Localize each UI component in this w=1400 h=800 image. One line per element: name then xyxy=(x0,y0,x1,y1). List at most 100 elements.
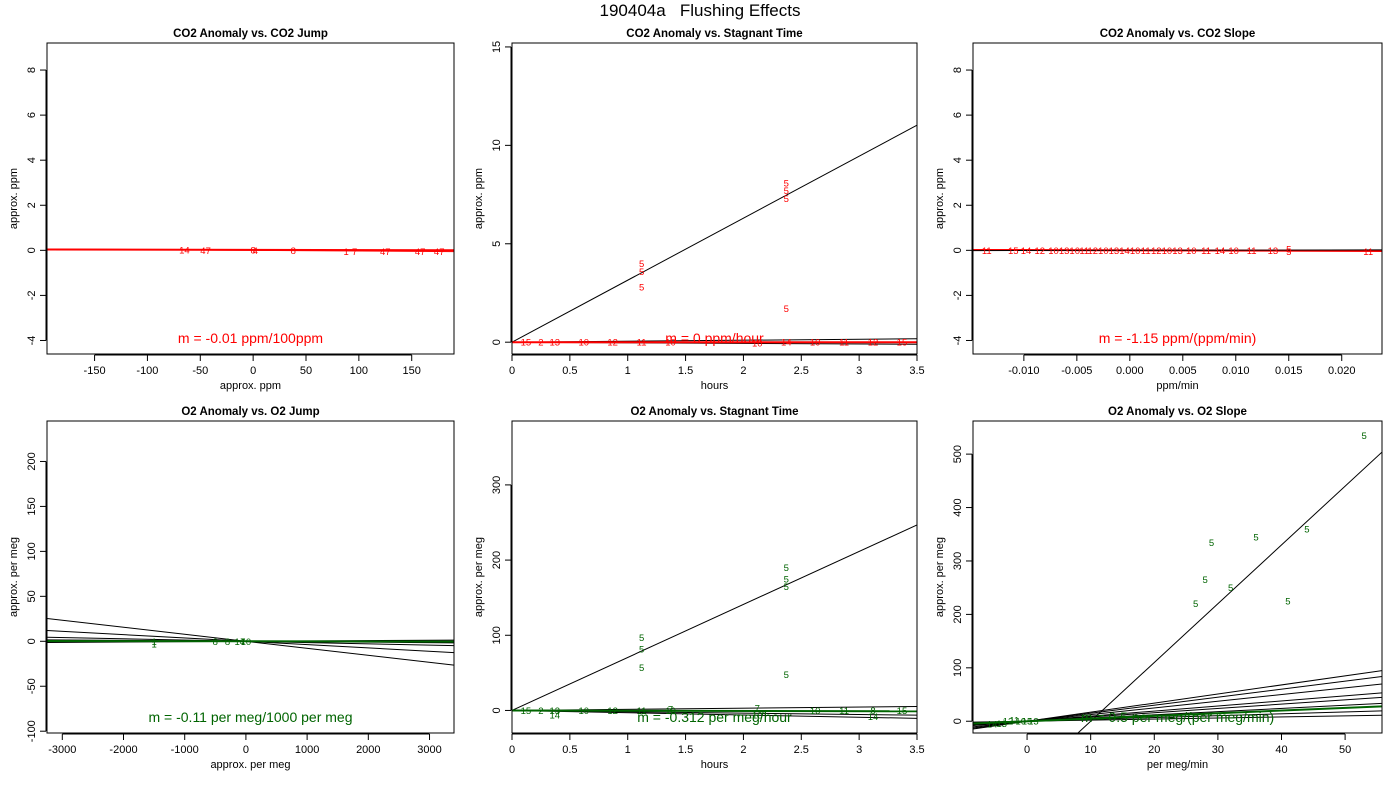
data-point: 12 xyxy=(1034,246,1045,257)
x-tick-label: 0.000 xyxy=(1116,365,1144,377)
data-point: 5 xyxy=(1209,538,1214,549)
x-tick-label: 0.5 xyxy=(562,365,577,377)
y-tick-label: 10 xyxy=(491,139,503,151)
plot-frame xyxy=(511,420,918,734)
x-tick-label: -1000 xyxy=(171,744,199,756)
chart-panel: O2 Anomaly vs. Stagnant Time 0 0.5 1 1.5 2 2.5… xyxy=(473,406,925,771)
y-tick-label: 200 xyxy=(491,551,503,569)
data-point: 8 xyxy=(213,637,218,648)
fit-lines xyxy=(973,451,1382,733)
data-point: 5 xyxy=(1304,524,1309,535)
data-point: 5 xyxy=(784,178,789,189)
y-axis-label: approx. ppm xyxy=(473,168,485,229)
data-point: 5 xyxy=(784,194,789,205)
x-tick-label: 10 xyxy=(1085,744,1097,756)
x-tick-label: 0.020 xyxy=(1328,365,1356,377)
y-tick-label: 0 xyxy=(491,707,503,713)
data-point: 5 xyxy=(784,186,789,197)
data-point: 13 xyxy=(1172,246,1183,257)
data-point: 10 xyxy=(1098,246,1109,257)
y-tick-label: 4 xyxy=(26,157,38,163)
y-tick-label: 400 xyxy=(952,498,964,516)
panel-title: O2 Anomaly vs. Stagnant Time xyxy=(630,406,798,418)
data-point: 47 xyxy=(380,247,391,258)
data-point: 13 xyxy=(1109,246,1120,257)
data-point: 13 xyxy=(550,706,561,717)
data-point: 12 xyxy=(607,338,618,349)
x-tick-label: 3.5 xyxy=(909,365,924,377)
x-tick-label: -0.005 xyxy=(1061,365,1092,377)
data-point: 12 xyxy=(1087,246,1098,257)
data-point: 5 xyxy=(639,633,644,644)
plot-frame xyxy=(972,420,1383,734)
y-tick-label: 100 xyxy=(491,626,503,644)
data-point: 5 xyxy=(1285,597,1290,608)
x-tick-label: 1 xyxy=(625,744,631,756)
y-tick-label: 150 xyxy=(26,497,38,515)
data-point: 11 xyxy=(839,706,849,717)
fit-line xyxy=(512,709,917,719)
data-point: 11 xyxy=(982,246,992,257)
y-tick-label: 0 xyxy=(26,247,38,253)
data-point: 10 xyxy=(665,338,676,349)
data-point: 13 xyxy=(1268,246,1279,257)
fit-line xyxy=(1077,451,1382,733)
data-point: 11 xyxy=(1009,716,1019,727)
data-point: 8 xyxy=(225,637,230,648)
x-tick-label: 3000 xyxy=(417,744,441,756)
x-tick-label: -3000 xyxy=(48,744,76,756)
x-tick-label: 100 xyxy=(350,365,368,377)
y-axis-label: approx. per meg xyxy=(8,537,20,617)
fit-lines xyxy=(512,524,917,719)
data-point: 5 xyxy=(639,283,644,294)
chart-panel: CO2 Anomaly vs. CO2 Slope -0.010 -0.005 0.0… xyxy=(934,28,1383,392)
data-point: 13 xyxy=(1059,246,1070,257)
data-point: 11 xyxy=(1247,246,1257,257)
data-point: 15 xyxy=(521,706,532,717)
data-points: 14 47 84 8 1 7 47 47 47 xyxy=(179,245,444,258)
data-point: 14 xyxy=(987,719,998,730)
data-point: 10 xyxy=(578,338,589,349)
data-point: 15 xyxy=(897,338,908,349)
panel-title: O2 Anomaly vs. O2 Slope xyxy=(1108,406,1247,418)
plot-frame xyxy=(46,42,455,355)
x-tick-label: 0.005 xyxy=(1169,365,1197,377)
data-point: 11 xyxy=(839,338,849,349)
x-axis-label: per meg/min xyxy=(1147,759,1208,771)
slope-annotation: m = -1.15 ppm/(ppm/min) xyxy=(1099,330,1257,346)
data-point: 1 xyxy=(151,637,156,648)
data-point: 5 xyxy=(784,304,789,315)
x-tick-label: 20 xyxy=(1148,744,1160,756)
y-tick-label: 15 xyxy=(491,41,503,53)
panel-title: CO2 Anomaly vs. CO2 Jump xyxy=(173,28,328,40)
data-point: 15 xyxy=(1022,717,1033,728)
x-tick-label: 1.5 xyxy=(678,744,693,756)
data-point: 47 xyxy=(434,247,445,258)
data-point: 14 xyxy=(550,710,561,721)
data-point: 15 xyxy=(1008,246,1019,257)
data-point: 11 xyxy=(1079,246,1089,257)
y-tick-label: -4 xyxy=(26,336,38,346)
data-point: 14 xyxy=(1021,246,1032,257)
x-tick-label: 2.5 xyxy=(794,744,809,756)
data-point: 10 xyxy=(1186,246,1197,257)
y-tick-label: 300 xyxy=(491,476,503,494)
data-point: 1 xyxy=(151,639,156,650)
x-tick-label: 150 xyxy=(403,365,421,377)
data-point: 10 xyxy=(665,706,676,717)
y-tick-label: 2 xyxy=(26,202,38,208)
data-point: 12 xyxy=(1003,717,1014,728)
data-point: 13 xyxy=(1028,717,1039,728)
data-point: 5 xyxy=(784,670,789,681)
x-tick-label: 1 xyxy=(625,365,631,377)
y-tick-label: 8 xyxy=(952,67,964,73)
x-tick-label: 40 xyxy=(1275,744,1287,756)
x-tick-label: 0 xyxy=(509,365,515,377)
y-tick-label: 5 xyxy=(491,241,503,247)
data-point: 5 xyxy=(784,582,789,593)
y-tick-label: -100 xyxy=(26,720,38,742)
